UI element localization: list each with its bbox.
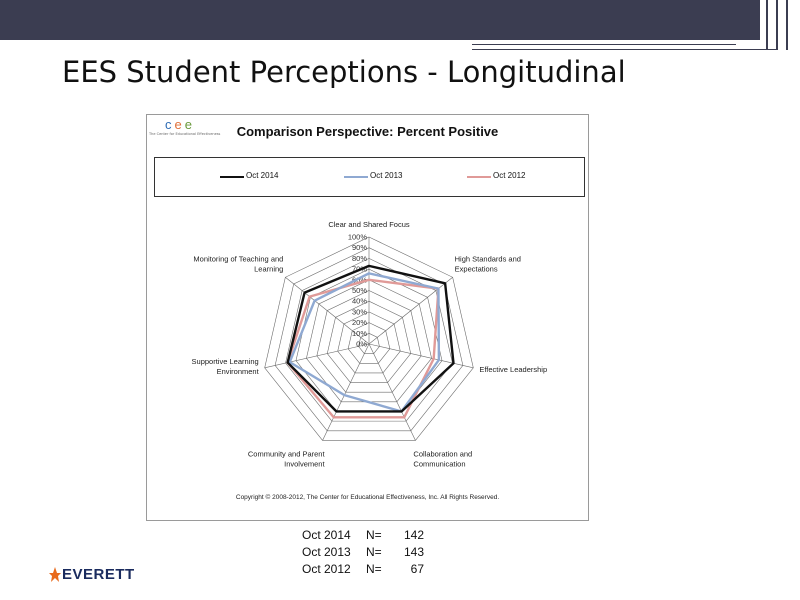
sample-size-eq: N=	[366, 528, 382, 542]
grid-ring	[316, 290, 422, 393]
legend-label: Oct 2013	[370, 171, 403, 180]
star-person-icon	[49, 567, 61, 582]
grid-ring	[347, 322, 391, 364]
axis-label: Monitoring of Teaching and	[193, 254, 283, 263]
tick-label: 50%	[352, 286, 367, 295]
grid-ring	[358, 332, 380, 354]
axis-label: Communication	[413, 459, 465, 468]
legend-swatch	[344, 176, 368, 178]
grid-ring	[264, 236, 474, 441]
tick-label: 30%	[352, 307, 367, 316]
tick-label: 80%	[352, 254, 367, 263]
legend-label: Oct 2012	[493, 171, 526, 180]
grid-spoke	[368, 343, 416, 441]
grid-spoke	[368, 343, 474, 369]
series-line-oct-2014	[286, 264, 455, 413]
sample-size-label: Oct 2013	[302, 545, 351, 559]
grid-ring	[326, 300, 412, 383]
tick-label: 60%	[352, 275, 367, 284]
axis-label: Community and Parent	[248, 449, 326, 458]
tick-label: 20%	[352, 318, 367, 327]
axis-label: Effective Leadership	[479, 365, 547, 374]
header-bar	[0, 0, 760, 40]
chart-panel: cee The Center for Educational Effective…	[146, 114, 589, 521]
axis-label: Expectations	[455, 264, 498, 273]
axis-label: Environment	[217, 367, 260, 376]
cee-logo-letter: e	[174, 117, 185, 132]
cee-logo-letter: e	[184, 117, 195, 132]
tick-label: 90%	[352, 243, 367, 252]
header-divider-2	[776, 0, 778, 50]
slide-title: EES Student Perceptions - Longitudinal	[62, 55, 626, 89]
tick-label: 40%	[352, 297, 367, 306]
grid-spoke	[264, 343, 370, 369]
sample-size-value: 142	[403, 528, 424, 542]
grid-ring	[337, 311, 401, 374]
cee-logo-letters: cee	[165, 117, 195, 132]
cee-logo: cee The Center for Educational Effective…	[147, 115, 221, 141]
tick-label: 100%	[348, 233, 368, 242]
axis-label: Collaboration and	[413, 449, 472, 458]
axis-label: High Standards and	[455, 254, 521, 263]
copyright-text: Copyright © 2008-2012, The Center for Ed…	[235, 494, 500, 501]
grid-spoke	[368, 277, 453, 345]
sample-size-eq: N=	[366, 545, 382, 559]
cee-logo-tagline: The Center for Educational Effectiveness	[149, 132, 221, 136]
tick-label: 0%	[356, 340, 367, 349]
header-underline-2	[472, 49, 778, 50]
axis-label: Involvement	[284, 459, 325, 468]
sample-size-value: 143	[403, 545, 424, 559]
header-underline-1	[472, 44, 736, 45]
tick-label: 10%	[352, 329, 367, 338]
legend-label: Oct 2014	[246, 171, 279, 180]
sample-size-label: Oct 2012	[302, 562, 351, 576]
radar-chart: 0%10%20%30%40%50%60%70%80%90%100%Clear a…	[192, 220, 548, 468]
sample-size-eq: N=	[366, 562, 382, 576]
chart-legend: Oct 2014 Oct 2013 Oct 2012	[154, 157, 585, 197]
everett-logo: EVERETT	[48, 566, 148, 586]
grid-spoke	[322, 343, 370, 441]
chart-title: Comparison Perspective: Percent Positive	[236, 124, 499, 139]
star-shape	[49, 567, 61, 582]
everett-wordmark: EVERETT	[62, 566, 135, 583]
grid-spoke	[285, 277, 370, 345]
legend-swatch	[220, 176, 244, 178]
series-line-oct-2013	[288, 272, 441, 413]
cee-logo-letter: c	[165, 117, 175, 132]
axis-label: Learning	[254, 264, 283, 273]
sample-size-label: Oct 2014	[302, 528, 351, 542]
header-divider-3	[786, 0, 788, 50]
axis-label: Clear and Shared Focus	[328, 220, 410, 229]
legend-swatch	[467, 176, 491, 178]
header-divider-1	[766, 0, 768, 50]
axis-label: Supportive Learning	[192, 357, 259, 366]
sample-size-value: 67	[410, 562, 424, 576]
